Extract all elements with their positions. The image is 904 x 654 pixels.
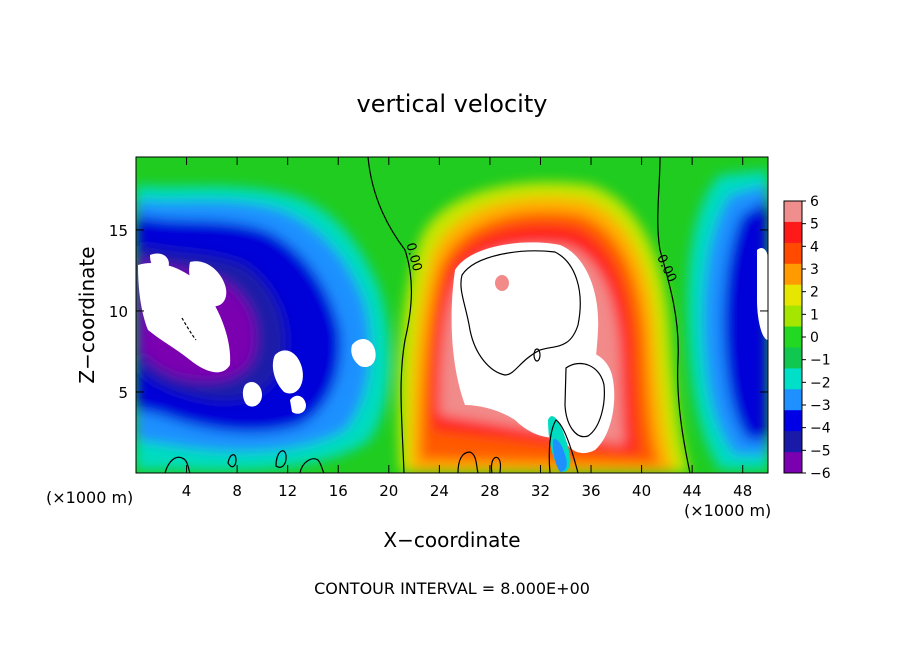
colorbar-swatch [784,368,802,390]
downdraft-contour-c [275,450,287,468]
colorbar-swatch [784,431,802,453]
y-axis-tick-labels: 5 10 15 [109,222,128,402]
colorbar-label: −3 [810,398,831,414]
colorbar-swatch [784,347,802,369]
saturated-downdraft-d [272,350,303,394]
colorbar-swatch [784,221,802,244]
saturated-downdraft-b [150,253,169,272]
colorbar-labels: 6 5 4 3 2 1 0 −1 −2 −3 −4 −5 −6 [810,194,831,482]
colorbar-label: 0 [810,330,819,346]
updraft-contour-lower [564,363,605,438]
velocity-field [136,157,768,473]
y-tick-label: 15 [109,222,128,240]
updraft-contour [460,250,581,376]
saturated-downdraft-h [757,248,768,340]
downdraft-contour-dashed [181,317,197,341]
x-tick-label: 4 [182,482,192,500]
x-axis-label: X−coordinate [383,528,520,552]
colorbar-label: 2 [810,285,819,301]
saturated-downdraft-c [189,261,227,307]
colorbar-label: −5 [810,443,831,459]
y-axis-ticks [136,229,768,393]
x-tick-label: 48 [733,482,752,500]
saturated-downdraft-g [290,395,306,414]
x-tick-label: 36 [581,482,600,500]
downdraft-right-dark [723,200,768,440]
colorbar-swatch [784,305,802,328]
saturated-downdraft-a [138,262,231,373]
colorbar-label: 4 [810,239,819,255]
x-tick-label: 8 [232,482,242,500]
colorbar-swatch [784,410,802,432]
colorbar-swatch [784,263,802,286]
chart-title: vertical velocity [357,90,548,118]
x-tick-label: 16 [329,482,348,500]
contour-label-left: 0.00 [402,241,424,273]
colorbar-label: 3 [810,262,819,278]
plot-frame [135,156,769,474]
zero-contour-right [657,157,691,473]
colorbar-label: −2 [810,375,831,391]
updraft-contour-small [533,348,541,362]
y-tick-label: 5 [118,384,128,402]
colorbar-label: 5 [810,217,819,233]
x-unit-right: (×1000 m) [684,501,771,520]
y-tick-label: 10 [109,303,128,321]
contour-interval-note: CONTOUR INTERVAL = 8.000E+00 [314,579,590,598]
x-tick-label: 32 [531,482,550,500]
colorbar-label: 1 [810,307,819,323]
downdraft-narrow-blue [552,439,567,472]
updraft-contour-base-c [548,419,579,473]
pink-cell [495,275,509,291]
colorbar-swatch [784,242,802,265]
contour-lines [164,157,691,473]
colorbar-label: −4 [810,421,831,437]
y-axis-label: Z−coordinate [75,246,99,383]
colorbar-label: 6 [810,194,819,210]
downdraft-contour-a [164,456,191,473]
x-axis-tick-labels: 4 8 12 16 20 24 28 32 36 40 44 48 [182,482,752,500]
colorbar-swatch [784,452,802,474]
colorbar-swatch [784,389,802,411]
colorbar [783,200,806,474]
colorbar-label: −1 [810,353,831,369]
x-tick-label: 24 [430,482,449,500]
updraft-contour-base-b [490,456,502,473]
downdraft-contour-b [227,454,237,468]
downdraft-contour-d [299,458,325,473]
colorbar-swatch [784,284,802,307]
saturated-downdraft-f [242,381,262,407]
colorbar-swatch [784,201,802,223]
x-axis-ticks [186,157,744,473]
x-tick-label: 20 [379,482,398,500]
saturated-downdraft-e [351,338,376,368]
colorbar-label: −6 [810,466,831,482]
zero-contour-left [367,157,412,473]
x-tick-label: 12 [278,482,297,500]
updraft-contour-base-a [457,451,479,473]
x-unit-left: (×1000 m) [46,488,133,507]
colorbar-swatch [784,326,802,348]
x-tick-label: 28 [480,482,499,500]
x-tick-label: 40 [632,482,651,500]
x-tick-label: 44 [683,482,702,500]
